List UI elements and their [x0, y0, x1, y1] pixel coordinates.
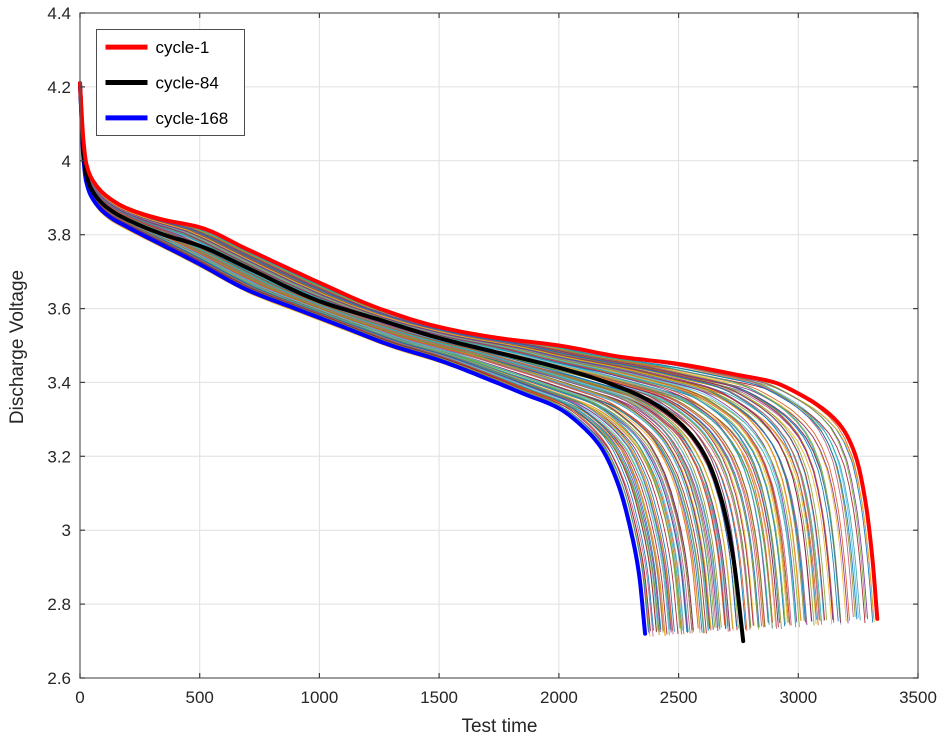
x-tick-label: 3000	[779, 688, 817, 707]
cycle-84-curve	[78, 81, 746, 644]
y-axis-label: Discharge Voltage	[7, 269, 28, 425]
axes-box	[79, 12, 919, 679]
y-tick-label: 3.4	[47, 373, 71, 392]
legend-label: cycle-84	[156, 74, 219, 93]
x-tick-label: 2500	[660, 688, 698, 707]
x-tick-label: 0	[75, 688, 84, 707]
legend-entry: cycle-1	[105, 38, 210, 57]
cycle-curve	[79, 83, 801, 621]
x-tick-label: 3500	[899, 688, 937, 707]
legend-entry: cycle-84	[105, 74, 219, 93]
y-tick-label: 3.8	[47, 226, 71, 245]
tick-marks	[79, 12, 919, 679]
y-tick-label: 2.8	[47, 595, 71, 614]
tick-labels: 0 500 1000 1500 2000 2500 3000 3500 2.6 2.8 3 3.2 3.…	[47, 4, 937, 707]
y-tick-label: 3.2	[47, 447, 71, 466]
y-tick-label: 2.6	[47, 669, 71, 688]
legend-label: cycle-168	[156, 109, 229, 128]
x-tick-label: 2000	[540, 688, 578, 707]
legend-label: cycle-1	[156, 38, 210, 57]
legend: cycle-1 cycle-84 cycle-168	[96, 29, 245, 136]
y-tick-label: 4.4	[47, 4, 71, 23]
x-axis-label: Test time	[461, 716, 538, 737]
y-tick-label: 3.6	[47, 300, 71, 319]
y-tick-label: 4.2	[47, 78, 71, 97]
x-tick-label: 1000	[300, 688, 338, 707]
x-tick-label: 500	[186, 688, 214, 707]
y-tick-label: 4	[62, 152, 71, 171]
cycle-1-curve	[78, 81, 880, 621]
legend-entry: cycle-168	[105, 109, 229, 128]
y-tick-label: 3	[62, 521, 71, 540]
cycle-curve	[79, 83, 651, 632]
x-tick-label: 1500	[420, 688, 458, 707]
cycle-168-curve	[78, 81, 648, 636]
